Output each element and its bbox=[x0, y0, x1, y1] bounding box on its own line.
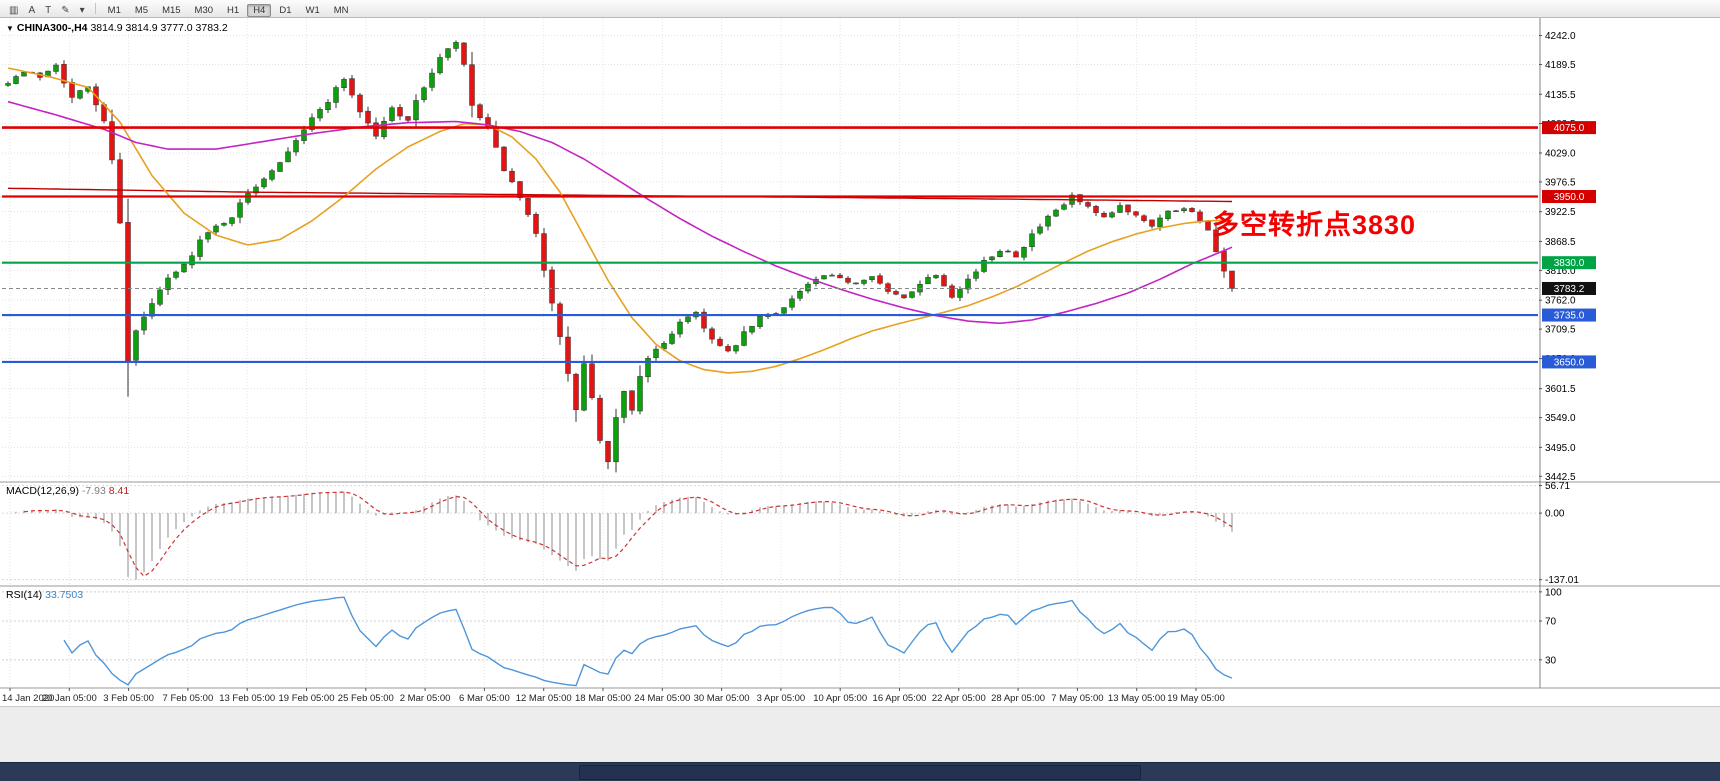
svg-text:-137.01: -137.01 bbox=[1545, 575, 1579, 586]
rsi-line bbox=[63, 596, 1233, 687]
svg-text:3816.0: 3816.0 bbox=[1545, 266, 1576, 277]
ma-medium-orange bbox=[7, 67, 1233, 374]
svg-text:56.71: 56.71 bbox=[1545, 481, 1570, 492]
svg-text:3549.0: 3549.0 bbox=[1545, 413, 1576, 424]
svg-text:25 Feb 05:00: 25 Feb 05:00 bbox=[338, 693, 394, 704]
svg-text:12 Mar 05:00: 12 Mar 05:00 bbox=[516, 693, 572, 704]
price-line-badges: 4075.0 3950.0 3830.0 3783.2 3735.0 3650.0 bbox=[1542, 121, 1596, 369]
svg-text:16 Apr 05:00: 16 Apr 05:00 bbox=[873, 693, 927, 704]
macd-indicator-label: MACD(12,26,9) -7.93 8.41 bbox=[6, 485, 129, 497]
timeframe-button-h4[interactable]: H4 bbox=[247, 3, 272, 17]
text-tool-icon[interactable]: T bbox=[45, 4, 52, 16]
timeframe-button-m5[interactable]: M5 bbox=[134, 4, 149, 16]
svg-text:4135.5: 4135.5 bbox=[1545, 90, 1576, 101]
svg-text:30 Mar 05:00: 30 Mar 05:00 bbox=[694, 693, 750, 704]
svg-text:4189.5: 4189.5 bbox=[1545, 60, 1576, 71]
svg-text:3976.5: 3976.5 bbox=[1545, 177, 1576, 188]
svg-text:100: 100 bbox=[1545, 587, 1562, 598]
svg-text:3783.2: 3783.2 bbox=[1554, 284, 1585, 295]
symbol-timeframe-label: CHINA300-,H4 bbox=[16, 22, 88, 34]
draw-dropdown-icon[interactable]: ▾ bbox=[79, 4, 85, 16]
svg-text:22 Apr 05:00: 22 Apr 05:00 bbox=[932, 693, 986, 704]
svg-text:20 Jan 05:00: 20 Jan 05:00 bbox=[42, 693, 97, 704]
svg-text:3922.5: 3922.5 bbox=[1545, 207, 1576, 218]
svg-text:3709.5: 3709.5 bbox=[1545, 325, 1576, 336]
annotate-a-icon[interactable]: A bbox=[28, 4, 36, 16]
rsi-value: 33.7503 bbox=[45, 589, 84, 601]
svg-text:19 Feb 05:00: 19 Feb 05:00 bbox=[279, 693, 335, 704]
taskbar bbox=[0, 762, 1720, 781]
ma-slow-magenta bbox=[7, 100, 1233, 325]
drawing-tools-group: ▥ A T ✎ ▾ bbox=[4, 0, 90, 18]
svg-text:3 Feb 05:00: 3 Feb 05:00 bbox=[103, 693, 154, 704]
timeframe-button-d1[interactable]: D1 bbox=[279, 4, 292, 16]
draw-tool-icon[interactable]: ✎ bbox=[61, 4, 70, 16]
svg-text:3650.0: 3650.0 bbox=[1554, 357, 1585, 368]
grid bbox=[2, 19, 1538, 688]
rsi-name: RSI(14) bbox=[6, 589, 43, 601]
timeframe-button-m30[interactable]: M30 bbox=[194, 4, 214, 16]
svg-text:3442.5: 3442.5 bbox=[1545, 472, 1576, 483]
macd-value: -7.93 bbox=[81, 485, 106, 497]
svg-text:30: 30 bbox=[1545, 655, 1557, 666]
timeframe-button-mn[interactable]: MN bbox=[333, 4, 349, 16]
svg-text:14 Jan 2020: 14 Jan 2020 bbox=[2, 693, 54, 704]
svg-text:7 Feb 05:00: 7 Feb 05:00 bbox=[163, 693, 214, 704]
svg-text:4029.0: 4029.0 bbox=[1545, 148, 1576, 159]
ohlc-values: 3814.9 3814.9 3777.0 3783.2 bbox=[90, 22, 228, 34]
svg-text:28 Apr 05:00: 28 Apr 05:00 bbox=[991, 693, 1045, 704]
svg-text:18 Mar 05:00: 18 Mar 05:00 bbox=[575, 693, 631, 704]
svg-text:19 May 05:00: 19 May 05:00 bbox=[1167, 693, 1225, 704]
svg-text:4075.0: 4075.0 bbox=[1554, 123, 1585, 134]
svg-text:3601.5: 3601.5 bbox=[1545, 384, 1576, 395]
svg-text:3735.0: 3735.0 bbox=[1554, 311, 1585, 322]
svg-text:4242.0: 4242.0 bbox=[1545, 31, 1576, 42]
price-axis-labels: 4242.04189.54135.54082.54029.03976.53922… bbox=[1539, 31, 1579, 666]
toolbar-separator bbox=[94, 3, 96, 14]
charts-icon[interactable]: ▥ bbox=[9, 4, 19, 16]
chart-menu-icon[interactable]: ▼ bbox=[6, 24, 14, 33]
chinese-annotation-text: 多空转折点3830 bbox=[1212, 210, 1417, 240]
macd-signal-value: 8.41 bbox=[108, 485, 130, 497]
svg-text:3830.0: 3830.0 bbox=[1554, 258, 1585, 269]
svg-text:3495.0: 3495.0 bbox=[1545, 443, 1576, 454]
svg-text:2 Mar 05:00: 2 Mar 05:00 bbox=[400, 693, 451, 704]
horizontal-level-lines bbox=[2, 126, 1538, 364]
svg-text:3762.0: 3762.0 bbox=[1545, 296, 1576, 307]
timeframe-button-h1[interactable]: H1 bbox=[227, 4, 240, 16]
timeframe-group: M1 M5 M15 M30 H1 H4 D1 W1 MN bbox=[101, 0, 356, 18]
chart-header: ▼ CHINA300-,H4 3814.9 3814.9 3777.0 3783.… bbox=[6, 22, 228, 34]
svg-text:13 Feb 05:00: 13 Feb 05:00 bbox=[219, 693, 275, 704]
svg-text:6 Mar 05:00: 6 Mar 05:00 bbox=[459, 693, 510, 704]
timeframe-button-m1[interactable]: M1 bbox=[107, 4, 121, 16]
macd-histogram bbox=[15, 491, 1233, 580]
svg-text:7 May 05:00: 7 May 05:00 bbox=[1051, 693, 1103, 704]
macd-name: MACD(12,26,9) bbox=[6, 485, 79, 497]
svg-text:70: 70 bbox=[1545, 616, 1557, 627]
rsi-indicator-label: RSI(14) 33.7503 bbox=[6, 589, 83, 601]
taskbar-window-button[interactable] bbox=[579, 765, 1141, 780]
svg-text:24 Mar 05:00: 24 Mar 05:00 bbox=[634, 693, 690, 704]
timeframe-button-m15[interactable]: M15 bbox=[162, 4, 181, 16]
top-toolbar: ▥ A T ✎ ▾ M1 M5 M15 M30 H1 H4 D1 W1 MN bbox=[0, 0, 1720, 18]
window-status-area bbox=[0, 706, 1720, 763]
svg-text:3950.0: 3950.0 bbox=[1554, 192, 1585, 203]
candlestick-series bbox=[5, 40, 1235, 473]
svg-text:3868.5: 3868.5 bbox=[1545, 237, 1576, 248]
svg-text:3 Apr 05:00: 3 Apr 05:00 bbox=[757, 693, 806, 704]
svg-text:0.00: 0.00 bbox=[1545, 509, 1565, 520]
svg-text:10 Apr 05:00: 10 Apr 05:00 bbox=[813, 693, 867, 704]
timeframe-button-w1[interactable]: W1 bbox=[305, 4, 320, 16]
svg-text:13 May 05:00: 13 May 05:00 bbox=[1108, 693, 1166, 704]
